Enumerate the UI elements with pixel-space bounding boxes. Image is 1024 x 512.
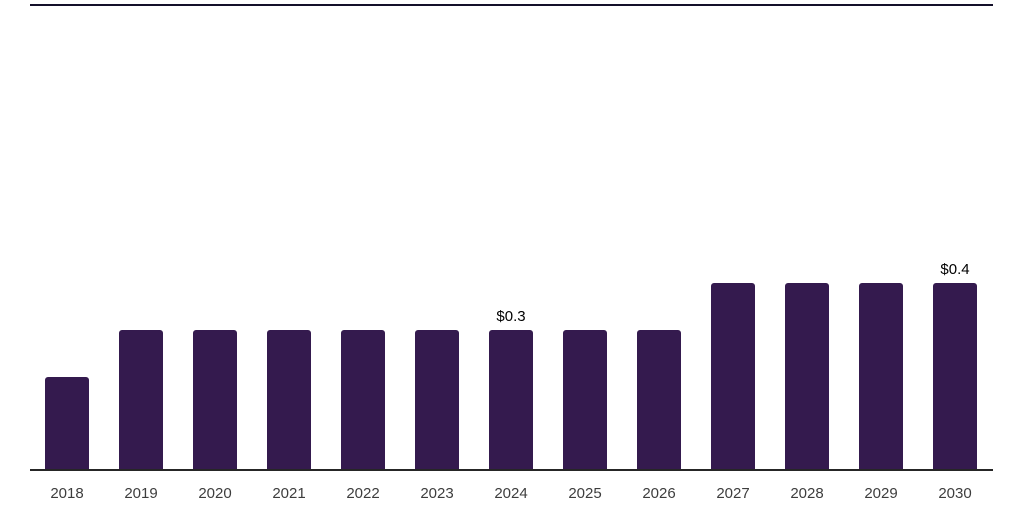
bar-2026 [637,330,681,470]
x-tick-label-2018: 2018 [50,485,84,502]
x-tick-label-2027: 2027 [716,485,750,502]
x-tick-label-2028: 2028 [790,485,824,502]
x-tick-label-2020: 2020 [198,485,232,502]
x-tick-label-2023: 2023 [420,485,454,502]
bar-2021 [267,330,311,470]
bar-2029 [859,283,903,470]
x-axis-line [30,469,993,471]
x-tick-label-2022: 2022 [346,485,380,502]
x-tick-label-2026: 2026 [642,485,676,502]
chart-top-border [30,4,993,6]
bar-value-label-2030: $0.4 [940,261,970,278]
bar-2024 [489,330,533,470]
bar-2022 [341,330,385,470]
bar-2030 [933,283,977,470]
bar-2023 [415,330,459,470]
x-tick-label-2024: 2024 [494,485,528,502]
bar-2027 [711,283,755,470]
x-tick-label-2019: 2019 [124,485,158,502]
bar-2018 [45,377,89,470]
x-tick-label-2030: 2030 [938,485,972,502]
x-tick-label-2029: 2029 [864,485,898,502]
bar-2019 [119,330,163,470]
x-tick-label-2025: 2025 [568,485,602,502]
bar-2025 [563,330,607,470]
bar-2028 [785,283,829,470]
bar-value-label-2024: $0.3 [496,308,526,325]
bar-2020 [193,330,237,470]
x-tick-label-2021: 2021 [272,485,306,502]
